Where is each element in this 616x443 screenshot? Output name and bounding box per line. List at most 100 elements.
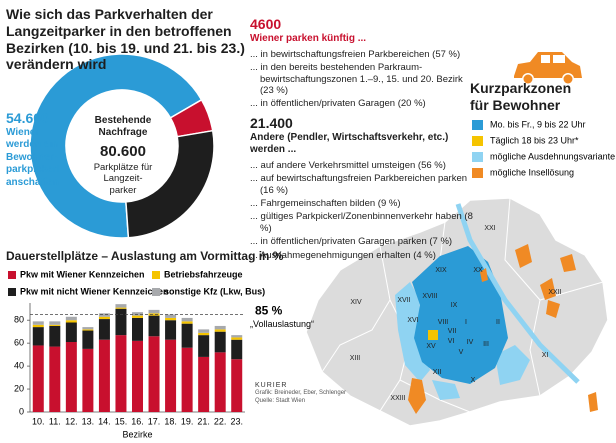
- bar-segment: [98, 319, 110, 340]
- credit-line: Grafik: Breineder, Eber, Schlenger: [255, 390, 347, 397]
- list-line: ... Ausnahmegenehmigungen erhalten (4 %): [250, 249, 436, 261]
- bar-segment: [132, 340, 143, 412]
- bar-segment: [32, 327, 44, 346]
- bar-segment: [148, 336, 160, 412]
- island-area: [515, 244, 532, 268]
- island-area: [588, 392, 598, 412]
- bar-segment: [65, 316, 77, 321]
- bar-segment: [82, 329, 94, 331]
- bar-segment: [132, 312, 143, 316]
- bar-segment: [231, 359, 243, 412]
- list-line: ... in bewirtschaftungsfreien Parkbereic…: [250, 48, 461, 60]
- island-area: [480, 268, 488, 282]
- x-tick-label: 10.: [32, 416, 45, 426]
- bar-segment: [165, 339, 177, 412]
- donut-segment: [125, 129, 215, 239]
- evening-zone: [428, 330, 438, 340]
- car-parkers-list: ... in bewirtschaftungsfreien Parkbereic…: [250, 49, 470, 110]
- bar-segment: [165, 314, 177, 318]
- center-caption: Bestehende Nachfrage: [94, 115, 152, 138]
- legend-swatch: [472, 168, 483, 178]
- district-label: XVIII: [422, 293, 437, 300]
- district-label: XX: [473, 267, 483, 274]
- district-label: V: [459, 349, 464, 356]
- bar-segment: [115, 304, 127, 308]
- map-title-line: Kurzparkzonen: [470, 80, 572, 96]
- x-tick-label: 13.: [82, 416, 95, 426]
- legend-swatch: [8, 288, 16, 296]
- district-label: X: [471, 377, 476, 384]
- x-tick-label: 12.: [65, 416, 78, 426]
- list-line: ... in öffentlichen/privaten Garagen par…: [250, 236, 453, 248]
- bar-title: Dauerstellplätze – Auslastung am Vormitt…: [6, 249, 284, 263]
- bar-segment: [181, 321, 193, 324]
- legend-label: Täglich 18 bis 23 Uhr*: [490, 135, 579, 145]
- y-tick-label: 40: [14, 360, 24, 370]
- y-tick-label: 20: [14, 383, 24, 393]
- total-caption: Parkplätze für Langzeit-parker: [93, 162, 153, 196]
- car-parkers-value: 4600: [250, 16, 282, 32]
- bar-segment: [132, 317, 143, 341]
- bar-segment: [115, 307, 127, 309]
- district-label: VI: [448, 338, 455, 345]
- bar-segment: [165, 317, 177, 321]
- legend-label: Mo. bis Fr., 9 bis 22 Uhr: [490, 119, 586, 129]
- bar-segment: [32, 345, 44, 412]
- x-tick-label: 19.: [181, 416, 194, 426]
- bar-segment: [98, 313, 110, 317]
- car-parkers-caption: Wiener parken künftig ...: [250, 32, 367, 44]
- car-icon: [514, 52, 582, 85]
- bar-segment: [181, 317, 193, 322]
- island-area: [540, 278, 556, 300]
- island-area: [408, 378, 426, 414]
- credit-brand: KURIER: [255, 382, 288, 389]
- bar-segment: [214, 329, 226, 332]
- reference-annotation: „Vollauslastung“: [250, 319, 314, 329]
- title-line: verändern wird: [6, 56, 107, 73]
- bar-segment: [198, 329, 210, 333]
- title-line: Bezirken (10. bis 19. und 21. bis 23.): [6, 39, 245, 56]
- bar-segment: [148, 315, 160, 337]
- bar-segment: [214, 352, 226, 412]
- car-parkers-block: 4600 Wiener parken künftig ... ... in be…: [250, 16, 470, 112]
- bar-segment: [231, 337, 243, 340]
- island-areas: [408, 244, 598, 414]
- legend-label: Pkw mit nicht Wiener Kennzeichen: [20, 286, 168, 296]
- x-axis-label: Bezirke: [122, 429, 152, 439]
- reference-label: 85 %: [255, 304, 283, 318]
- district-label: XIV: [350, 299, 362, 306]
- title-line: Wie sich das Parkverhalten der: [6, 6, 213, 22]
- x-tick-label: 22.: [214, 416, 227, 426]
- list-line: ... gültiges Parkpickerl/Zonenbinnenverk…: [250, 211, 473, 234]
- donut-center: Bestehende Nachfrage 80.600 Parkplätze f…: [78, 115, 168, 196]
- donut-chart: [29, 53, 215, 239]
- district-label: VII: [448, 328, 457, 335]
- bar-segment: [148, 313, 160, 316]
- bar-segment: [165, 320, 177, 340]
- bar-segment: [82, 348, 94, 412]
- title-line: Langzeitparker in den betroffenen: [6, 22, 232, 39]
- others-caption: Andere (Pendler, Wirtschaftsverkehr, etc…: [250, 131, 449, 155]
- others-value: 21.400: [250, 115, 293, 131]
- extension-area: [495, 345, 530, 385]
- district-label: I: [465, 319, 467, 326]
- credit-line: Quelle: Stadt Wien: [255, 397, 306, 404]
- list-line: ... in öffentlichen/privaten Garagen (20…: [250, 98, 426, 110]
- bar-segment: [115, 335, 127, 412]
- residents-caption: Wiener werden ein Bewohner-parkpickerl a…: [6, 126, 60, 188]
- residents-label: 54.600 Wiener werden ein Bewohner-parkpi…: [6, 110, 66, 189]
- bar-segment: [181, 323, 193, 348]
- bar-segment: [49, 325, 61, 347]
- x-tick-label: 23.: [230, 416, 243, 426]
- legend-label: sonstige Kfz (Lkw, Bus): [164, 286, 265, 296]
- district-label: III: [483, 341, 489, 348]
- bar-segment: [49, 346, 61, 412]
- district-label: XVI: [407, 317, 418, 324]
- x-tick-label: 21.: [197, 416, 210, 426]
- district-label: XVII: [397, 297, 410, 304]
- district-label: XXII: [548, 289, 561, 296]
- district-label: XXIII: [390, 395, 405, 402]
